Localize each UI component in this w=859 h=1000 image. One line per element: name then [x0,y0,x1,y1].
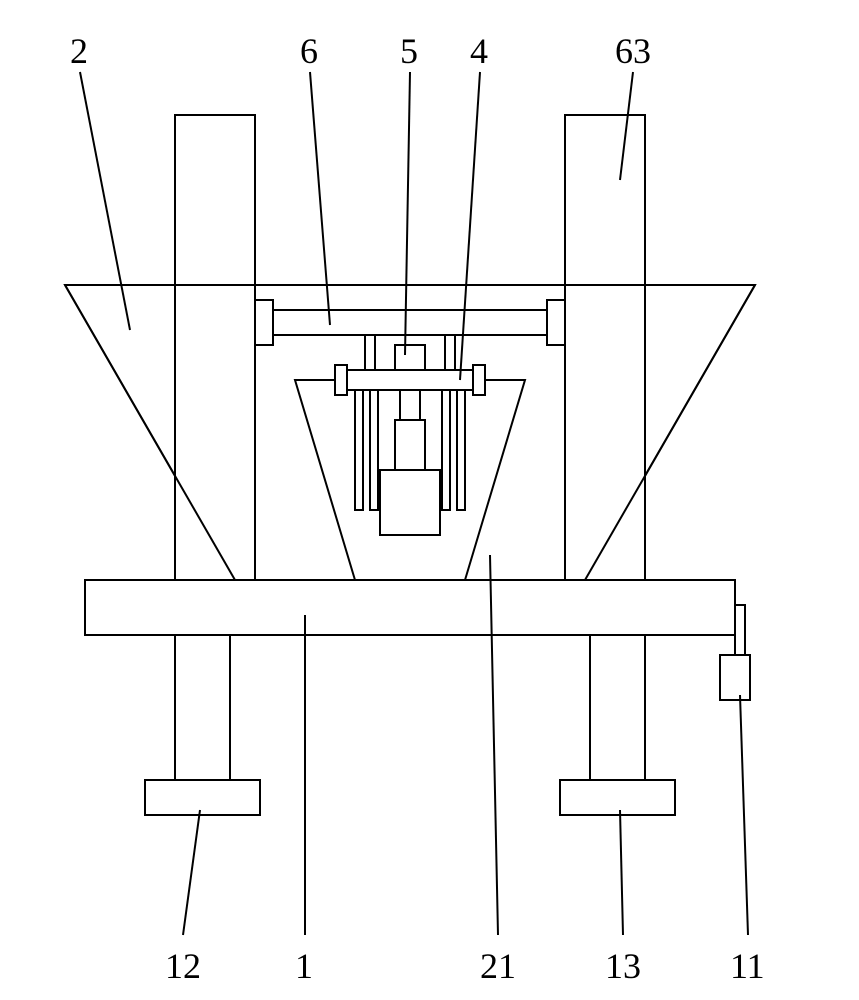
engineering-diagram [0,0,859,1000]
callout-label-5: 5 [400,30,418,72]
callout-label-63: 63 [615,30,651,72]
callout-label-21: 21 [480,945,516,987]
callout-label-4: 4 [470,30,488,72]
callout-label-6: 6 [300,30,318,72]
callout-label-12: 12 [165,945,201,987]
callout-label-11: 11 [730,945,765,987]
callout-label-13: 13 [605,945,641,987]
callout-label-1: 1 [295,945,313,987]
callout-label-2: 2 [70,30,88,72]
